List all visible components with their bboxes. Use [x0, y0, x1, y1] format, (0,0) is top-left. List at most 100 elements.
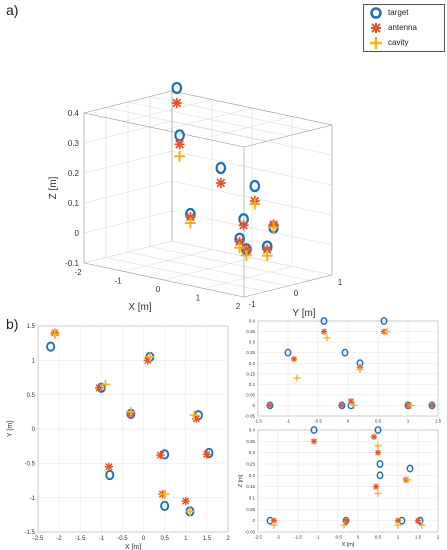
x-tick-label: -0.5 — [117, 536, 128, 542]
z-tick-label: 0.2 — [68, 169, 80, 178]
y-tick-label: 1 — [338, 278, 343, 287]
y-gridline — [105, 257, 267, 292]
y-tick-label: 0.5 — [27, 393, 36, 399]
y-gridline — [127, 101, 289, 137]
x-tick-label: -1.5 — [254, 419, 262, 424]
antenna-marker — [95, 383, 104, 392]
z-tick-label: 0.1 — [68, 199, 80, 208]
x-axis-label: X [m] — [342, 542, 355, 548]
x-tick-label: 2 — [236, 302, 241, 311]
box-edge — [243, 124, 333, 148]
x-tick-label: 0 — [347, 419, 350, 424]
star-marker-icon — [371, 23, 381, 33]
legend-entry-antenna: antenna — [364, 21, 444, 35]
cavity-marker — [145, 352, 155, 362]
antenna-marker — [320, 328, 328, 335]
cavity-marker — [268, 221, 280, 233]
cavity-marker — [189, 410, 199, 420]
box-edge — [243, 274, 333, 298]
legend-label-cavity: cavity — [388, 38, 409, 47]
x-tick-label: -0.5 — [314, 419, 322, 424]
antenna-marker — [372, 483, 380, 490]
cavity-marker — [160, 489, 170, 499]
x-tick-label: -2 — [74, 268, 82, 277]
cavity-marker — [356, 366, 364, 374]
cavity-marker — [185, 506, 195, 517]
x-tick-label: 0 — [142, 536, 146, 542]
antenna-marker — [181, 496, 190, 506]
y-tick-label: -0.05 — [245, 530, 256, 535]
cavity-marker — [50, 329, 60, 339]
legend: target antenna cavity — [363, 4, 445, 52]
y-tick-label: 0.1 — [249, 382, 256, 387]
target-marker — [374, 426, 382, 434]
x-tick-label: 1 — [196, 294, 201, 303]
cavity-marker — [261, 250, 273, 262]
cavity-marker — [240, 249, 252, 261]
y-tick-label: 0 — [252, 403, 255, 408]
x-tick-label: 0.5 — [375, 535, 382, 540]
y-tick-label: -1 — [30, 496, 36, 502]
legend-label-target: target — [388, 8, 409, 17]
antenna-marker — [370, 433, 378, 440]
antenna-marker — [374, 449, 382, 456]
x-tick-label: -1.5 — [294, 535, 302, 540]
target-marker — [380, 317, 388, 325]
y-gridline — [171, 240, 333, 276]
x-tick-label: 1.5 — [203, 536, 212, 542]
y-tick-label: -0.5 — [25, 461, 36, 467]
cavity-marker — [374, 442, 382, 450]
y-tick-label: 0 — [32, 427, 36, 433]
y-tick-label: 0.4 — [249, 428, 256, 433]
y-tick-label: -0.05 — [245, 414, 256, 419]
z-tick-label: 0.4 — [68, 109, 80, 118]
x-tick-label: 2 — [226, 536, 230, 542]
antenna-marker — [347, 398, 355, 405]
y-tick-label: 0.3 — [249, 450, 256, 455]
x-tick-label: -1 — [114, 277, 122, 286]
legend-entry-cavity: cavity — [364, 36, 444, 50]
cavity-marker — [293, 374, 301, 382]
legend-entry-target: target — [364, 6, 444, 20]
y-tick-label: 0.25 — [246, 462, 255, 467]
y-tick-label: 0.2 — [249, 361, 256, 366]
cavity-marker — [374, 489, 382, 497]
y-tick-label: 1.5 — [27, 324, 36, 330]
antenna-marker — [238, 220, 249, 231]
cavity-marker — [340, 521, 348, 529]
z-tick-label: 0.3 — [68, 139, 80, 148]
cavity-marker — [184, 217, 196, 229]
target-marker — [320, 317, 328, 325]
x-tick-label: -0.5 — [334, 535, 342, 540]
panel-label-a: a) — [6, 2, 19, 18]
cavity-marker — [407, 401, 415, 409]
cavity-marker — [350, 401, 358, 409]
y-tick-label: -1 — [248, 300, 256, 309]
antenna-marker — [310, 438, 318, 445]
y-tick-label: -1.5 — [25, 530, 36, 536]
y-axis-label: Z [m] — [238, 474, 244, 487]
cavity-marker — [383, 328, 391, 336]
target-marker — [105, 469, 115, 481]
y-tick-label: 0.35 — [246, 439, 255, 444]
antenna-marker — [104, 462, 114, 471]
z-tick-label: -0.1 — [65, 259, 79, 268]
y-tick-label: 0.05 — [246, 392, 255, 397]
x-tick-label: -2.5 — [33, 536, 44, 542]
circle-marker-icon — [370, 7, 382, 19]
antenna-marker — [156, 450, 165, 460]
cavity-marker — [174, 150, 186, 162]
y-axis-label: Y [m] — [7, 421, 14, 437]
x-tick-label: 1 — [397, 535, 400, 540]
x-tick-label: 1 — [407, 419, 410, 424]
target-marker — [284, 348, 292, 357]
target-marker — [406, 464, 414, 473]
y-tick-label: 0.15 — [246, 371, 255, 376]
box-edge — [83, 112, 245, 148]
x-tick-label: -1.5 — [75, 536, 86, 542]
x-tick-label: 0.5 — [160, 536, 169, 542]
y-tick-label: 0.2 — [249, 473, 256, 478]
cavity-marker — [270, 521, 278, 529]
